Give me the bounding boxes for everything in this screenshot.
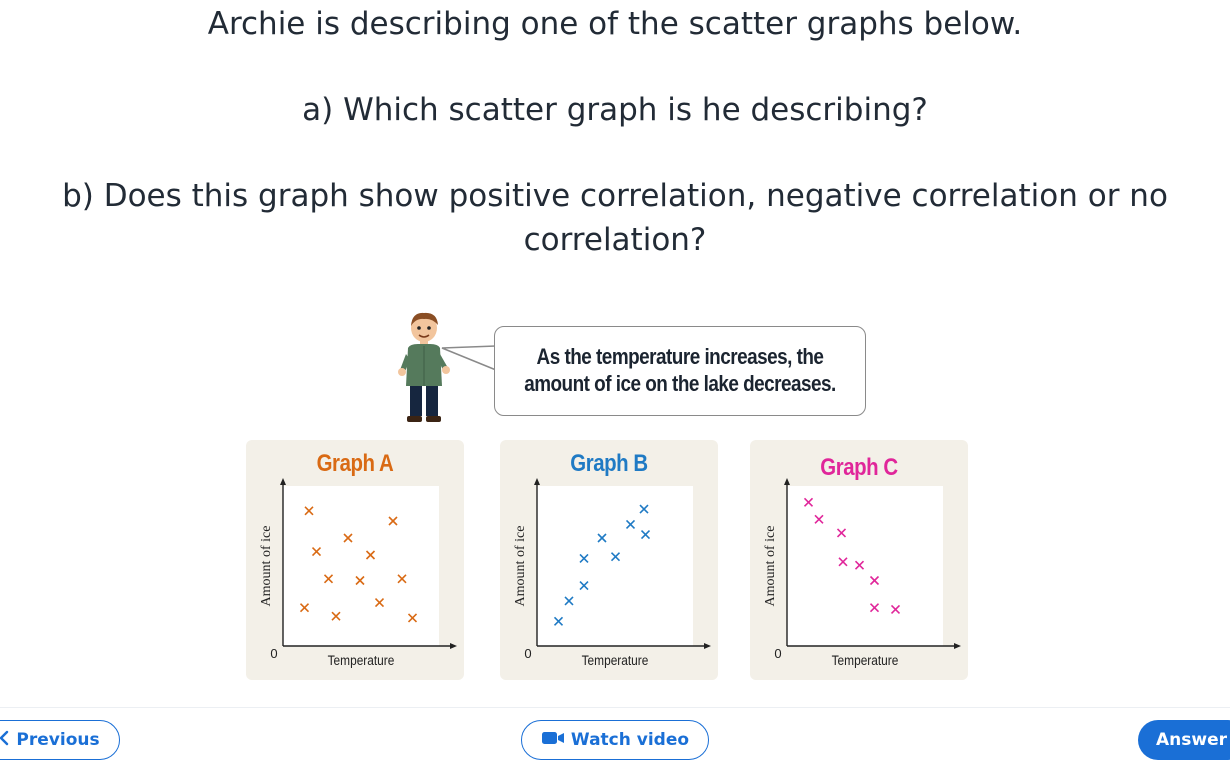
- question-part-a: a) Which scatter graph is he describing?: [302, 92, 928, 128]
- x-axis-arrow: [704, 643, 711, 649]
- graph-a-card: Temperature Amount of ice 0 Graph A: [246, 440, 464, 680]
- data-point: [640, 530, 651, 540]
- data-point: [838, 557, 848, 567]
- data-point: [610, 552, 621, 562]
- x-axis-label: Temperature: [582, 652, 649, 668]
- data-point: [625, 519, 636, 529]
- plot-area: [537, 486, 693, 646]
- archie-character: [398, 312, 450, 422]
- origin-label: 0: [774, 646, 781, 661]
- plot-area: [787, 486, 943, 646]
- data-point: [564, 596, 574, 606]
- data-point: [803, 497, 814, 507]
- graph-a-title: Graph A: [316, 450, 394, 477]
- data-point: [836, 528, 847, 538]
- data-point: [355, 575, 365, 586]
- y-axis-arrow: [534, 478, 540, 485]
- chevron-left-icon: [0, 730, 10, 751]
- data-point: [407, 613, 418, 623]
- data-point: [304, 506, 314, 516]
- data-point: [869, 603, 880, 613]
- footer-divider: [0, 707, 1230, 708]
- data-point: [597, 533, 607, 543]
- y-axis-label: Amount of ice: [259, 526, 274, 607]
- data-point: [890, 604, 901, 614]
- answer-button[interactable]: Answer: [1138, 720, 1230, 760]
- graph-a-plot: Temperature Amount of ice 0: [259, 478, 457, 668]
- x-axis-label: Temperature: [832, 652, 899, 668]
- origin-label: 0: [270, 646, 277, 661]
- graph-b-card: Temperature Amount of ice 0 Graph B: [500, 440, 718, 680]
- y-axis-arrow: [784, 478, 790, 485]
- speech-bubble-tail: [441, 345, 497, 371]
- speech-line-2: amount of ice on the lake decreases.: [524, 371, 836, 396]
- data-point: [854, 560, 865, 570]
- data-point: [374, 598, 385, 608]
- data-point: [579, 553, 589, 563]
- data-point: [388, 516, 398, 526]
- data-point: [299, 603, 310, 613]
- data-point: [311, 547, 322, 557]
- speech-bubble: As the temperature increases, the amount…: [494, 326, 866, 416]
- answer-label: Answer: [1156, 730, 1227, 750]
- x-axis-arrow: [954, 643, 961, 649]
- previous-label: Previous: [16, 730, 100, 750]
- origin-label: 0: [524, 646, 531, 661]
- previous-button[interactable]: Previous: [0, 720, 120, 760]
- graph-c-card: Temperature Amount of ice 0 Graph C: [750, 440, 968, 680]
- data-point: [365, 550, 376, 560]
- graph-b-title: Graph B: [570, 450, 648, 477]
- data-point: [579, 581, 589, 591]
- data-point: [323, 574, 334, 584]
- y-axis-label: Amount of ice: [763, 526, 778, 607]
- graph-c-title: Graph C: [820, 454, 898, 481]
- x-axis-arrow: [450, 643, 457, 649]
- watch-video-label: Watch video: [570, 730, 690, 750]
- data-point: [397, 574, 407, 584]
- data-point: [553, 616, 564, 626]
- watch-video-button[interactable]: Watch video: [521, 720, 709, 760]
- video-camera-icon: [541, 730, 565, 751]
- graph-b-plot: Temperature Amount of ice 0: [513, 478, 711, 668]
- y-axis-arrow: [280, 478, 286, 485]
- data-point: [814, 514, 824, 524]
- speech-text: As the temperature increases, the amount…: [521, 343, 839, 397]
- data-point: [343, 533, 353, 543]
- data-point: [869, 575, 880, 586]
- x-axis-label: Temperature: [328, 652, 395, 668]
- y-axis-label: Amount of ice: [513, 526, 528, 607]
- question-line-1: Archie is describing one of the scatter …: [207, 6, 1023, 42]
- question-part-b: b) Does this graph show positive correla…: [62, 178, 1168, 258]
- graph-c-plot: Temperature Amount of ice 0: [763, 478, 961, 668]
- speech-line-1: As the temperature increases, the: [536, 344, 824, 369]
- data-point: [331, 611, 341, 621]
- data-point: [639, 504, 649, 514]
